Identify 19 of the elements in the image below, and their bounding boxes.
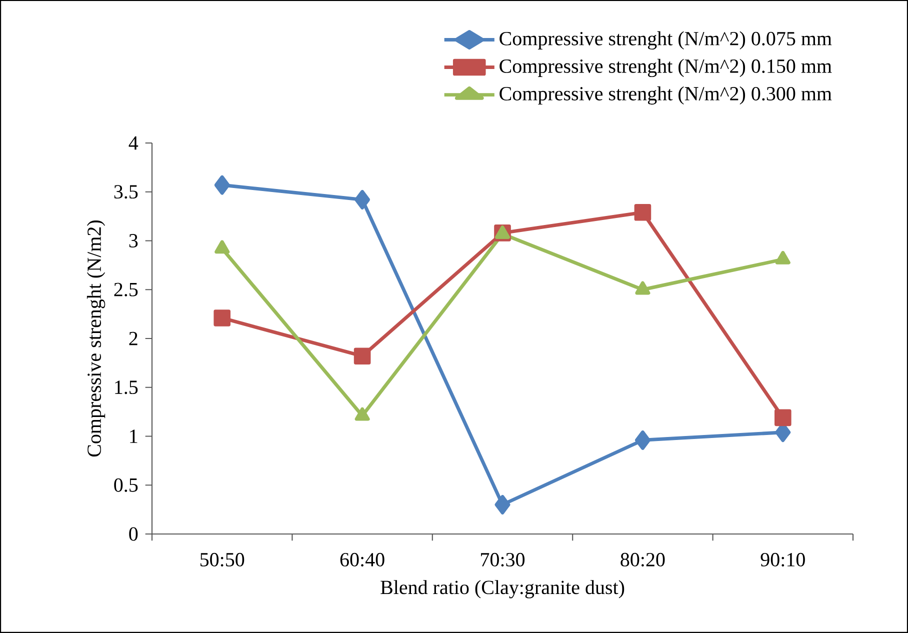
y-tick-label: 2.5 xyxy=(114,282,138,296)
y-tick-label: 0.5 xyxy=(114,478,138,492)
x-tick-label: 80:20 xyxy=(620,552,665,567)
x-tick-label: 60:40 xyxy=(340,552,384,567)
y-tick-label: 3 xyxy=(129,234,138,248)
legend-label: Compressive strenght (N/m^2) 0.075 mm xyxy=(500,31,832,50)
x-tick-label: 70:30 xyxy=(481,552,525,567)
x-axis-title: Blend ratio (Clay:granite dust) xyxy=(380,580,624,598)
y-tick-label: 1 xyxy=(130,430,138,443)
x-tick-label: 90:10 xyxy=(760,552,805,567)
x-tick-label: 50:50 xyxy=(200,552,244,567)
legend-label: Compressive strenght (N/m^2) 0.300 mm xyxy=(500,86,832,105)
y-tick-label: 0 xyxy=(129,527,138,541)
y-tick-label: 2 xyxy=(129,332,138,346)
y-axis-title: Compressive strenght (N/m2) xyxy=(86,220,106,457)
y-tick-label: 1.5 xyxy=(115,380,138,394)
y-tick-label: 3.5 xyxy=(114,185,138,199)
legend-label: Compressive strenght (N/m^2) 0.150 mm xyxy=(500,58,832,78)
y-tick-label: 4 xyxy=(128,136,138,150)
